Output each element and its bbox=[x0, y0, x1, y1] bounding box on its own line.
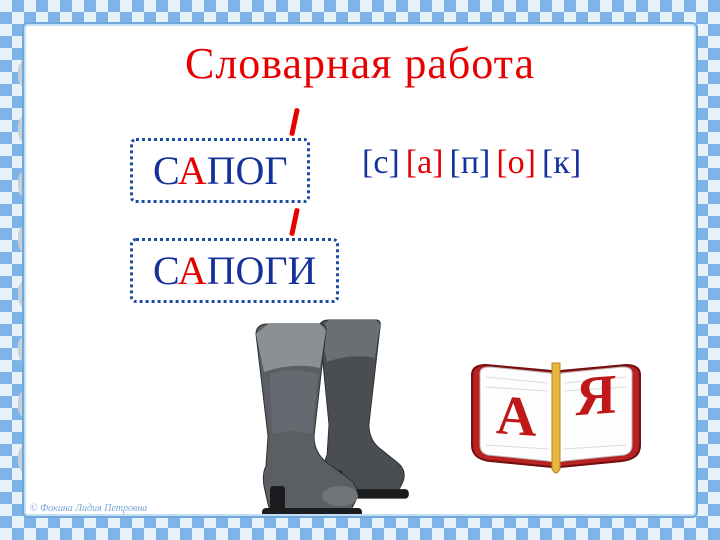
dictionary-illustration: А Я bbox=[466, 347, 646, 482]
phoneme-row: [с][а][п][о][к] bbox=[362, 144, 581, 182]
slide-background: Словарная работа САПОГ [с][а][п][о][к] С… bbox=[0, 0, 720, 540]
stress-mark bbox=[289, 208, 300, 236]
content-area: САПОГ [с][а][п][о][к] САПОГИ bbox=[112, 104, 676, 496]
word-box-singular: САПОГ bbox=[130, 138, 310, 203]
word-box-plural: САПОГИ bbox=[130, 238, 339, 303]
slide-title: Словарная работа bbox=[24, 38, 696, 89]
word-part: С bbox=[153, 148, 178, 193]
word-part: С bbox=[153, 248, 178, 293]
stress-mark bbox=[289, 108, 300, 136]
phoneme: [с] bbox=[362, 144, 400, 182]
word-part: ПОГИ bbox=[207, 248, 317, 293]
author-credit: © Фокина Лидия Петровна bbox=[30, 503, 147, 514]
phoneme: [к] bbox=[542, 144, 581, 182]
book-icon: А Я bbox=[466, 347, 646, 477]
phoneme: [о] bbox=[496, 144, 536, 182]
word-highlight: А bbox=[178, 248, 207, 293]
phoneme: [а] bbox=[406, 144, 444, 182]
book-left-letter: А bbox=[496, 384, 537, 449]
slide-card: Словарная работа САПОГ [с][а][п][о][к] С… bbox=[22, 22, 698, 518]
boots-illustration bbox=[242, 314, 422, 519]
book-right-letter: Я bbox=[576, 364, 616, 429]
word-part: ПОГ bbox=[207, 148, 288, 193]
boots-icon bbox=[242, 314, 422, 514]
word-highlight: А bbox=[178, 148, 207, 193]
phoneme: [п] bbox=[450, 144, 491, 182]
